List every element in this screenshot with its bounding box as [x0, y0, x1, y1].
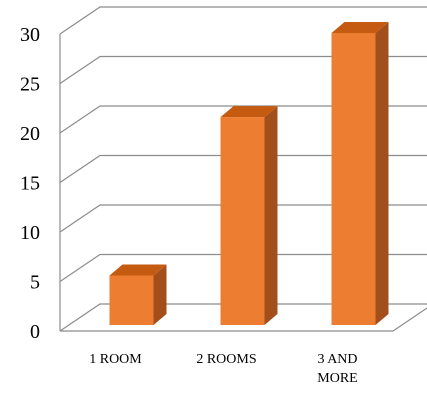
x-category-label: 1 ROOM: [89, 352, 142, 367]
bar-side: [153, 264, 167, 325]
y-tick-label: 5: [30, 272, 40, 294]
bar-top: [331, 21, 389, 33]
bar-front: [109, 275, 154, 325]
y-tick-label: 25: [20, 74, 40, 96]
y-axis-ticks: 0 5 10 15 20 25 30: [20, 24, 40, 343]
y-tick-label: 30: [20, 24, 40, 46]
bar-side: [264, 106, 278, 325]
gridlines: [59, 6, 427, 332]
y-tick-label: 10: [20, 222, 40, 244]
bar-front: [331, 32, 376, 325]
gridline: [59, 204, 427, 233]
floor-line: [59, 303, 427, 332]
bar-top: [109, 264, 167, 276]
gridline: [59, 6, 427, 35]
bar-side: [375, 21, 389, 325]
bar-front: [220, 117, 265, 325]
gridline: [59, 253, 427, 282]
bars: [109, 21, 389, 325]
y-tick-label: 0: [30, 321, 40, 343]
y-tick-label: 20: [20, 123, 40, 145]
bar: [331, 21, 389, 325]
x-category-label: 2 ROOMS: [196, 352, 256, 367]
gridline: [59, 105, 427, 134]
bar-top: [220, 106, 278, 118]
y-tick-label: 15: [20, 173, 40, 195]
bar: [109, 264, 167, 325]
x-category-label: 3 AND MORE: [317, 352, 357, 386]
gridline: [59, 55, 427, 84]
x-axis-categories: 1 ROOM 2 ROOMS 3 AND MORE: [89, 352, 357, 386]
gridline: [59, 154, 427, 183]
bar: [220, 106, 278, 325]
